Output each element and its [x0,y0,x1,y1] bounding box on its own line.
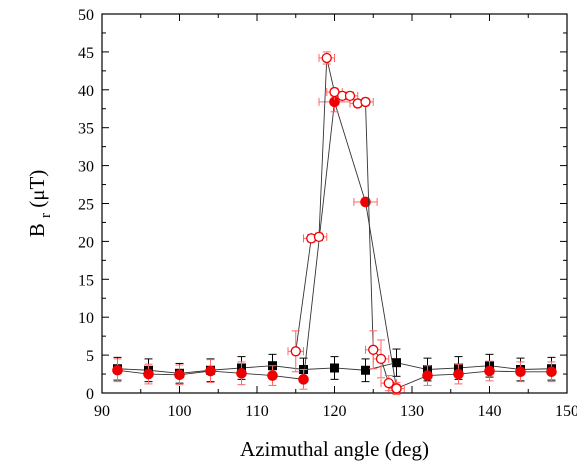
data-point-open-circle [368,344,379,355]
data-point-filled-circle [484,365,495,377]
plot-border [101,13,568,394]
x-tick-label: 90 [94,403,110,420]
y-tick-label: 35 [78,121,94,138]
y-tick-label: 40 [78,83,94,100]
data-point-square [392,358,401,368]
y-tick-label: 50 [78,7,94,24]
data-point-filled-circle [515,366,526,378]
x-axis-title: Azimuthal angle (deg) [240,437,429,461]
tick-labels: 90 100 110 120 130 140 150 0 5 10 15 20 25 30 35 40 45 50 [78,7,577,420]
data-point-filled-circle [360,196,371,208]
data-point-open-circle [290,346,301,357]
data-point-filled-circle [453,368,464,380]
y-axis-title-subscript: r [38,213,54,218]
y-tick-label: 15 [78,272,94,289]
series-circle-open [287,51,405,394]
data-point-filled-circle [267,370,278,381]
series-circle-filled [112,91,557,396]
x-tick-label: 140 [478,403,502,420]
data-point-open-circle [375,353,387,365]
data-point-filled-circle [546,366,557,378]
data-point-open-circle [344,90,356,102]
data-point-square [361,365,370,375]
y-axis-title-main: B [25,223,49,237]
data-point-filled-circle [422,370,433,381]
series-line [117,101,552,390]
series-layer [112,51,557,396]
y-tick-label: 45 [78,45,94,62]
y-tick-label: 5 [86,348,94,365]
plot-frame [101,13,568,394]
data-point-open-circle [321,52,332,64]
data-point-square [330,363,339,373]
x-tick-label: 150 [555,403,577,420]
y-tick-label: 25 [78,197,94,214]
y-axis-title: B r (μT) [25,170,55,238]
y-axis-title-unit: (μT) [25,170,49,208]
data-point-open-circle [313,231,325,243]
y-tick-label: 20 [78,234,94,251]
axis-ticks [101,13,568,394]
y-tick-label: 0 [86,386,94,403]
x-tick-label: 130 [400,403,424,420]
data-point-filled-circle [112,364,123,376]
y-tick-label: 30 [78,159,94,176]
data-point-filled-circle [174,369,185,381]
data-point-open-circle [360,96,371,108]
data-point-filled-circle [236,367,247,379]
x-tick-label: 100 [168,403,192,420]
data-point-filled-circle [143,368,154,380]
data-point-open-circle [383,377,394,389]
series-line [295,57,397,389]
x-tick-label: 120 [323,403,347,420]
x-tick-label: 110 [245,403,268,420]
data-point-filled-circle [298,374,309,385]
data-point-filled-circle [205,365,216,377]
data-point-open-circle [391,383,402,394]
y-tick-label: 10 [78,310,94,327]
